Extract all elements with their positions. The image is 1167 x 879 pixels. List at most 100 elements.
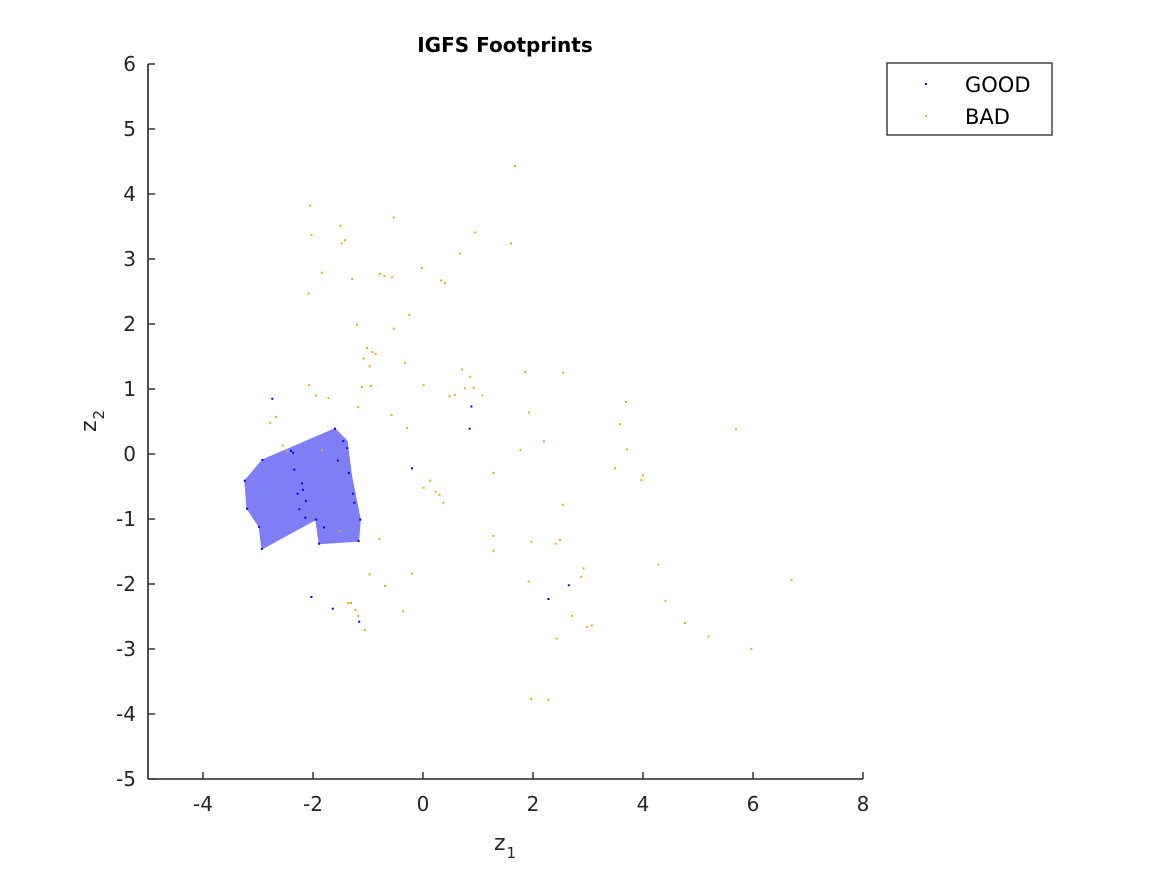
good-point (258, 525, 261, 528)
good-point (260, 547, 263, 550)
y-axis-ticks: -5 -4 -3 -2 -1 0 1 2 3 4 5 6 (116, 52, 155, 791)
good-point (411, 467, 413, 470)
bad-point (420, 267, 423, 270)
bad-point (408, 313, 411, 316)
bad-point (527, 580, 530, 583)
bad-point (392, 327, 395, 330)
y-tick-label: -5 (116, 767, 136, 791)
bad-point (350, 601, 352, 604)
y-tick-label: -3 (116, 637, 136, 661)
good-point (301, 482, 303, 485)
bad-point (585, 625, 588, 628)
bad-point (481, 394, 484, 397)
bad-point (368, 365, 371, 368)
bad-point (339, 530, 342, 533)
x-tick-label: 4 (637, 792, 650, 816)
good-point (331, 607, 334, 610)
y-tick-label: 6 (123, 52, 136, 76)
good-point (296, 492, 299, 495)
bad-point (378, 538, 381, 541)
bad-point (492, 471, 495, 474)
bad-point (309, 204, 312, 207)
bad-point (308, 384, 311, 387)
bad-point (461, 368, 463, 371)
good-point (358, 620, 361, 623)
bad-point (363, 629, 366, 632)
bad-point (320, 449, 323, 452)
bad-point (683, 622, 686, 624)
bad-point (390, 414, 393, 416)
x-tick-label: 6 (747, 792, 760, 816)
good-point (314, 518, 317, 521)
good-point (547, 598, 550, 600)
bad-point (492, 534, 495, 537)
good-point (470, 405, 473, 408)
x-tick-label: 2 (527, 792, 540, 816)
bad-point (472, 386, 475, 389)
bad-point (510, 242, 512, 245)
bad-point (422, 486, 425, 489)
bad-point (368, 573, 371, 576)
x-tick-label: -2 (303, 792, 323, 816)
good-point (352, 492, 355, 495)
good-point (342, 440, 345, 442)
bad-point (559, 538, 561, 541)
bad-point (543, 440, 545, 443)
x-axis-label-base: z (494, 831, 506, 856)
bad-point (362, 357, 365, 360)
x-axis-label-subscript: 1 (507, 844, 517, 862)
good-point (336, 459, 339, 462)
bad-point (339, 224, 342, 227)
bad-point (314, 394, 317, 397)
good-point (357, 540, 360, 543)
bad-point (590, 624, 593, 627)
bad-point (524, 371, 527, 374)
bad-point (307, 292, 310, 295)
legend-bad-label: BAD (965, 105, 1010, 129)
bad-point (664, 599, 667, 602)
bad-point (453, 393, 456, 396)
bad-point (356, 323, 358, 326)
bad-point (513, 165, 516, 167)
legend-box (886, 62, 1053, 136)
good-point (271, 397, 274, 400)
bad-point (310, 233, 313, 236)
good-point (290, 449, 292, 452)
y-tick-label: -2 (116, 572, 136, 596)
bad-point (561, 503, 564, 506)
bad-point (327, 397, 330, 400)
bad-point (340, 242, 343, 245)
good-point (347, 471, 350, 474)
y-axis-label: z2 (77, 410, 108, 432)
bad-point (582, 567, 585, 570)
bad-point (438, 493, 441, 496)
bad-point (790, 579, 793, 582)
legend: GOOD BAD (886, 62, 1053, 136)
bad-point (434, 490, 437, 493)
x-axis-ticks: -4 -2 0 2 4 6 8 (193, 772, 869, 816)
good-point (304, 516, 307, 519)
good-point (310, 596, 313, 598)
bad-point (463, 387, 466, 390)
bad-point (379, 273, 382, 275)
bad-point (384, 585, 387, 587)
bad-point (458, 252, 461, 255)
bad-point (580, 575, 583, 578)
legend-good-label: GOOD (965, 73, 1031, 97)
good-point (261, 458, 264, 461)
bad-point (351, 278, 354, 281)
y-tick-label: 2 (123, 312, 136, 336)
good-point (293, 468, 296, 471)
bad-point (357, 614, 360, 617)
y-axis-label-subscript: 2 (90, 410, 108, 420)
bad-points-layer (269, 165, 793, 701)
bad-point (474, 231, 477, 234)
y-tick-label: -4 (116, 702, 136, 726)
bad-point (519, 449, 522, 452)
bad-point (383, 274, 386, 277)
legend-bad-marker (925, 115, 927, 117)
bad-point (735, 428, 737, 431)
bad-point (281, 444, 284, 447)
